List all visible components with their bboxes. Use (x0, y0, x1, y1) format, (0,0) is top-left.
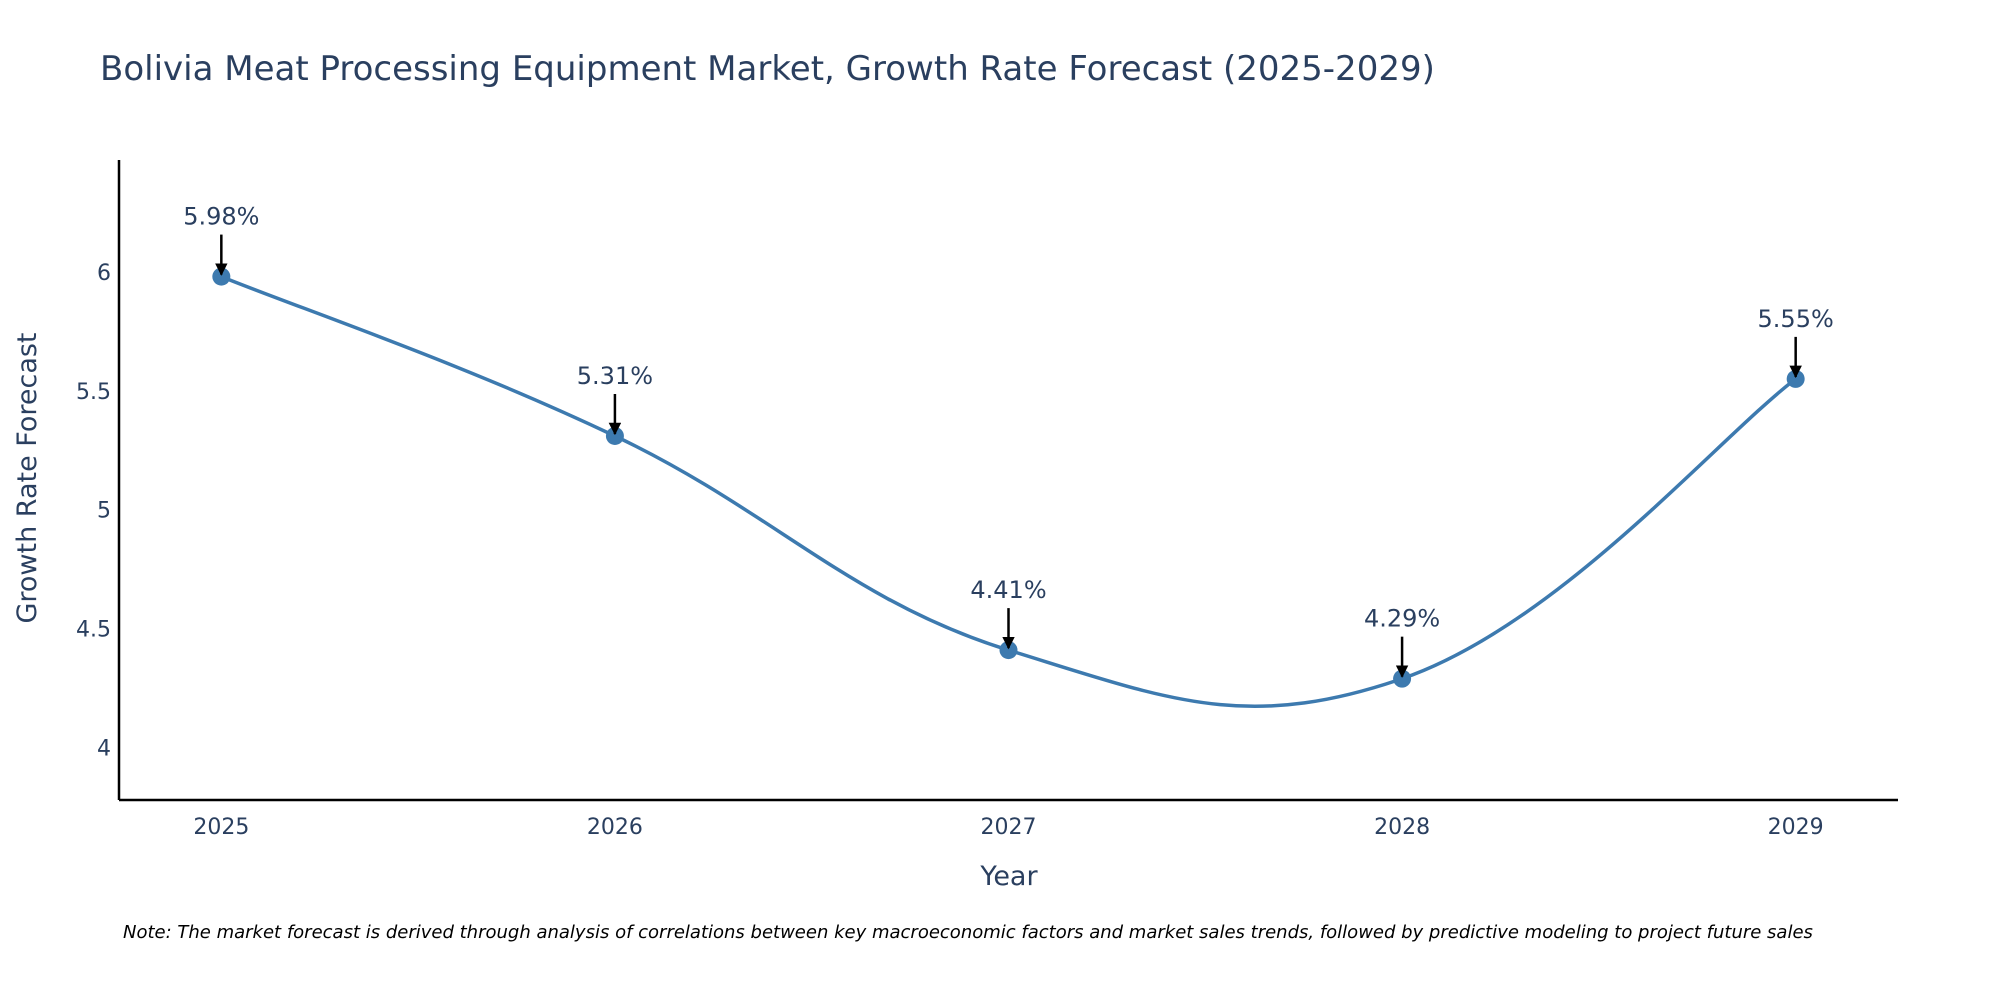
y-tick-label: 4.5 (76, 618, 111, 643)
data-label: 5.55% (1758, 305, 1834, 333)
y-tick-label: 5.5 (76, 380, 111, 405)
y-tick-label: 5 (97, 499, 111, 524)
x-tick-label: 2026 (587, 815, 643, 840)
y-tick-label: 6 (97, 261, 111, 286)
plot-area: 4 4.5 5 5.5 6 2025 2026 2027 2028 2029 5.98% 5.31% 4… (76, 160, 1898, 840)
x-tick-label: 2025 (193, 815, 249, 840)
data-label: 5.31% (577, 362, 653, 390)
data-label: 4.41% (970, 576, 1046, 604)
x-tick-label: 2029 (1768, 815, 1824, 840)
data-label: 4.29% (1364, 605, 1440, 633)
x-axis-title: Year (979, 861, 1038, 892)
y-axis-title: Growth Rate Forecast (12, 332, 43, 623)
footnote: Note: The market forecast is derived thr… (123, 922, 1813, 943)
chart-title: Bolivia Meat Processing Equipment Market… (100, 49, 1435, 89)
data-label: 5.98% (183, 203, 259, 231)
x-tick-label: 2028 (1374, 815, 1430, 840)
x-tick-label: 2027 (981, 815, 1037, 840)
y-tick-label: 4 (97, 737, 111, 762)
